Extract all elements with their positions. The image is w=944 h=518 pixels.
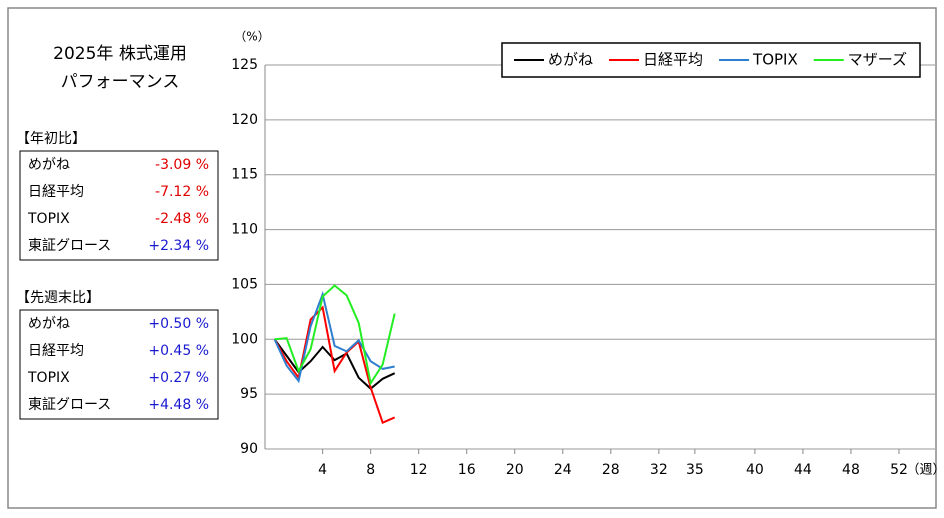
row-name: 東証グロース (28, 238, 111, 254)
legend-label: マザーズ (848, 51, 907, 69)
row-name: 日経平均 (28, 184, 84, 200)
y-tick-label: 110 (231, 222, 258, 238)
table-heading: 【先週末比】 (16, 290, 100, 306)
row-value: -2.48 % (155, 211, 209, 227)
row-name: めがね (28, 316, 70, 332)
x-tick-label: 35 (686, 462, 704, 478)
y-unit: （%） (234, 30, 269, 44)
x-tick-label: 20 (506, 462, 524, 478)
y-tick-label: 125 (231, 57, 258, 73)
row-value: +2.34 % (148, 238, 209, 254)
table-box (19, 309, 219, 420)
series-line (274, 284, 396, 386)
table-box (19, 150, 219, 261)
x-tick-label: 28 (602, 462, 620, 478)
panel-title: 2025年 株式運用 (53, 44, 187, 64)
y-tick-label: 100 (231, 331, 258, 347)
row-value: +0.45 % (148, 343, 209, 359)
series-line (273, 338, 396, 390)
row-name: TOPIX (27, 211, 70, 227)
y-tick-label: 90 (240, 441, 258, 457)
x-tick-label: 48 (842, 462, 860, 478)
row-name: 東証グロース (28, 397, 111, 413)
x-tick-label: 52 (890, 462, 908, 478)
row-value: +0.27 % (148, 370, 209, 386)
x-tick-label: 12 (410, 462, 428, 478)
row-name: めがね (28, 157, 70, 173)
row-value: +0.50 % (148, 316, 209, 332)
row-value: -7.12 % (155, 184, 209, 200)
series-line (273, 290, 395, 384)
row-name: TOPIX (27, 370, 70, 386)
row-name: 日経平均 (28, 343, 84, 359)
y-tick-label: 95 (240, 386, 258, 402)
row-value: -3.09 % (155, 157, 209, 173)
panel-title: パフォーマンス (61, 72, 180, 92)
legend-label: 日経平均 (643, 51, 703, 69)
table-heading: 【年初比】 (16, 130, 86, 147)
x-tick-label: 44 (794, 462, 812, 478)
y-tick-label: 105 (231, 276, 258, 292)
legend-label: TOPIX (752, 51, 798, 69)
x-tick-label: 24 (554, 462, 572, 478)
x-tick-label: 32 (650, 462, 668, 478)
x-tick-label: 40 (746, 462, 764, 478)
row-value: +4.48 % (148, 397, 209, 413)
frame (7, 7, 937, 509)
x-tick-label: 4 (318, 462, 327, 478)
y-tick-label: 120 (231, 112, 258, 128)
series-line (273, 305, 396, 425)
legend-label: めがね (548, 51, 593, 69)
x-tick-label: 8 (366, 462, 375, 478)
x-unit: （週） (906, 463, 944, 478)
legend-box (501, 42, 921, 78)
x-tick-label: 16 (458, 462, 476, 478)
y-tick-label: 115 (231, 167, 258, 183)
